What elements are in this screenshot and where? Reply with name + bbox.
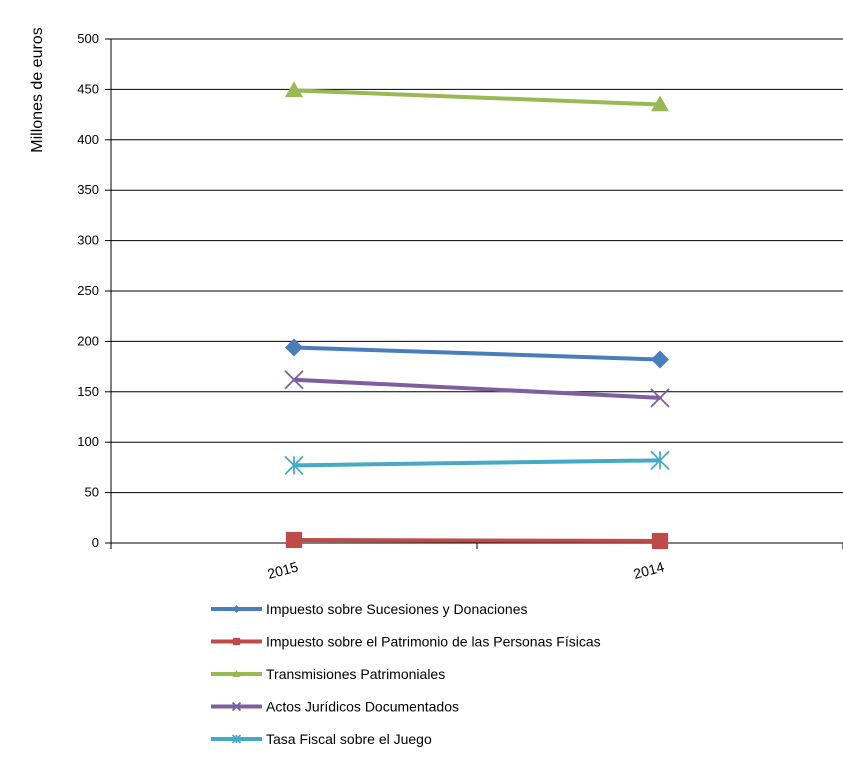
x-tick-label: 2015 [266, 558, 300, 582]
legend-label: Impuesto sobre Sucesiones y Donaciones [266, 601, 527, 617]
series-3 [284, 370, 670, 408]
data-point [284, 370, 304, 390]
legend-item: Transmisiones Patrimoniales [211, 666, 445, 682]
legend-label: Tasa Fiscal sobre el Juego [266, 731, 432, 747]
data-point [232, 670, 241, 677]
data-point [285, 338, 303, 357]
y-axis-title: Millones de euros [29, 27, 46, 152]
series-2 [285, 81, 669, 112]
data-point-stroke [284, 370, 304, 390]
data-point [651, 350, 669, 369]
y-tick-label: 250 [77, 283, 99, 298]
gridlines [111, 38, 843, 494]
data-point [285, 531, 303, 549]
series-4 [284, 450, 670, 476]
data-point [231, 701, 242, 712]
data-point [284, 455, 304, 476]
legend-label: Actos Jurídicos Documentados [266, 699, 459, 715]
data-point [651, 95, 669, 112]
legend: Impuesto sobre Sucesiones y Donaciones Im… [211, 601, 601, 747]
legend-label: Transmisiones Patrimoniales [266, 666, 445, 682]
legend-item: Tasa Fiscal sobre el Juego [211, 731, 432, 747]
axes: 0 50 100 150 200 250 300 350 400 450 500 2015 2014 [77, 31, 843, 582]
data-point [232, 605, 241, 613]
series-line [293, 458, 661, 468]
data-point [285, 81, 303, 98]
y-tick-label: 450 [77, 81, 99, 96]
data-point [650, 450, 670, 470]
data-point-stroke [231, 701, 242, 712]
series-line [293, 537, 661, 543]
legend-item: Actos Jurídicos Documentados [211, 699, 459, 715]
y-tick-label: 100 [77, 434, 99, 449]
series-lines [284, 81, 670, 550]
x-tick-label: 2014 [632, 558, 666, 582]
legend-label: Impuesto sobre el Patrimonio de las Pers… [266, 634, 601, 650]
data-point [231, 734, 242, 744]
data-point [232, 637, 241, 646]
y-tick-label: 200 [77, 333, 99, 348]
data-point [651, 532, 669, 550]
y-tick-label: 300 [77, 233, 99, 248]
series-line [293, 88, 661, 107]
y-tick-label: 350 [77, 182, 99, 197]
series-line [293, 345, 661, 362]
series-1 [285, 531, 669, 550]
y-tick-label: 400 [77, 132, 99, 147]
y-tick-label: 150 [77, 384, 99, 399]
y-tick-label: 500 [77, 31, 99, 46]
series-line [293, 377, 661, 400]
data-point [650, 388, 670, 408]
data-point-stroke [650, 388, 670, 408]
y-tick-label: 50 [85, 485, 99, 500]
y-tick-label: 0 [92, 535, 99, 550]
series-0 [285, 338, 669, 369]
legend-item: Impuesto sobre Sucesiones y Donaciones [211, 601, 527, 617]
legend-item: Impuesto sobre el Patrimonio de las Pers… [211, 634, 601, 650]
